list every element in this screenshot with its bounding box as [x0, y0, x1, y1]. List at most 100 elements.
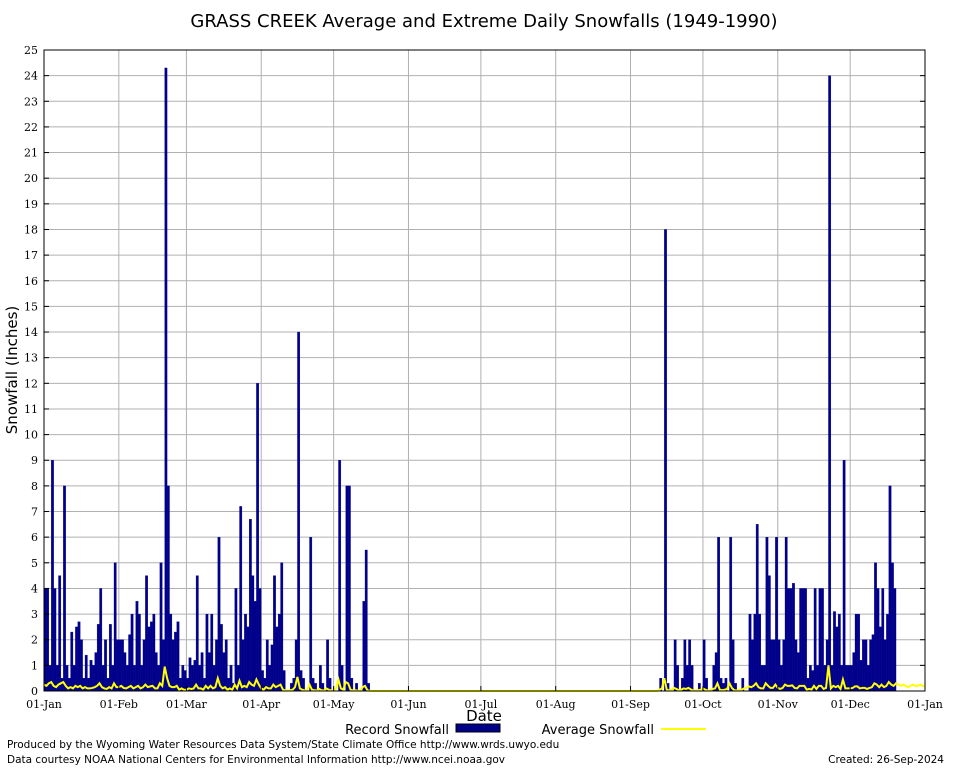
record-snowfall-bar: [181, 665, 185, 692]
y-tick-label: 23: [24, 95, 38, 108]
record-snowfall-bar: [775, 537, 778, 692]
x-tick-label: 01-Jun: [390, 698, 426, 711]
record-snowfall-bar: [787, 588, 790, 692]
record-snowfall-bar: [145, 575, 148, 692]
record-snowfall-bar: [176, 621, 180, 692]
record-snowfall-bar: [881, 588, 885, 692]
record-snowfall-bar: [253, 601, 257, 692]
y-tick-label: 22: [24, 121, 38, 134]
record-snowfall-bar: [893, 588, 897, 692]
record-snowfall-bar: [63, 485, 66, 692]
record-snowfall-bar: [731, 639, 735, 692]
record-snowfall-bar: [244, 613, 247, 692]
record-snowfall-bar: [782, 639, 786, 692]
record-snowfall-bar: [251, 575, 255, 692]
record-snowfall-bar: [121, 639, 124, 692]
legend-swatch-record: [455, 723, 501, 733]
record-snowfall-bar: [852, 652, 856, 692]
record-snowfall-bar: [220, 624, 223, 692]
plot-frame: [43, 49, 926, 692]
y-tick-label: 12: [24, 377, 38, 390]
x-tick-label: 01-Oct: [684, 698, 722, 711]
record-snowfall-bar: [89, 660, 93, 692]
record-snowfall-bar: [241, 639, 245, 692]
record-snowfall-bar: [755, 524, 759, 692]
record-snowfall-bar: [249, 519, 252, 692]
x-tick-label: 01-Jan: [907, 698, 943, 711]
record-snowfall-bar: [770, 639, 774, 692]
record-snowfall-bar: [777, 639, 781, 692]
y-tick-label: 16: [24, 275, 38, 288]
record-snowfall-bar: [164, 67, 168, 692]
y-tick-label: 11: [24, 403, 38, 416]
record-snowfall-bar: [147, 626, 151, 692]
y-tick-label: 4: [31, 582, 38, 595]
record-snowfall-bar: [174, 631, 177, 692]
x-tick-label: 01-Jul: [465, 698, 498, 711]
y-tick-label: 24: [24, 70, 38, 83]
record-snowfall-bar: [159, 562, 163, 692]
record-snowfall-bar: [309, 537, 313, 692]
record-snowfall-bar: [210, 613, 214, 692]
record-snowfall-bar: [205, 613, 209, 692]
record-snowfall-bar: [195, 575, 199, 692]
record-snowfall-bar: [364, 549, 368, 692]
grid-lines: [44, 50, 925, 691]
y-tick-label: 1: [31, 659, 38, 672]
record-snowfall-bar: [229, 665, 233, 692]
record-snowfall-bar: [765, 537, 769, 692]
record-snowfall-bar: [188, 657, 192, 692]
record-snowfall-bar: [842, 460, 846, 692]
record-snowfall-bar: [109, 624, 112, 692]
record-snowfall-bar: [673, 639, 677, 692]
record-snowfall-bar: [729, 537, 733, 692]
record-snowfall-bar: [150, 621, 153, 692]
record-snowfall-bar: [48, 665, 52, 692]
record-snowfall-bar: [152, 613, 156, 692]
y-tick-label: 6: [31, 531, 38, 544]
x-tick-label: 01-Feb: [100, 698, 138, 711]
record-snowfall-bar: [883, 639, 887, 692]
record-snowfall-bar: [888, 485, 892, 692]
record-snowfall-bar: [217, 537, 221, 692]
record-snowfall-bar: [837, 613, 841, 692]
record-snowfall-bar: [297, 331, 301, 692]
y-axis-label: Snowfall (Inches): [3, 306, 21, 434]
record-snowfall-bar: [58, 575, 62, 692]
y-tick-label: 10: [24, 429, 38, 442]
x-tick-label: 01-Nov: [758, 698, 799, 711]
x-tick-label: 01-Mar: [166, 698, 208, 711]
record-snowfall-bar: [265, 639, 269, 692]
x-tick-label: 01-Jan: [26, 698, 62, 711]
average-snowfall-polyline: [43, 665, 925, 692]
record-snowfall-bar: [801, 588, 805, 692]
record-snowfall-bar: [857, 613, 860, 692]
record-snowfall-bar: [171, 639, 175, 692]
y-tick-label: 13: [24, 352, 38, 365]
record-snowfall-bar: [154, 652, 158, 692]
y-tick-label: 25: [24, 44, 38, 57]
record-snowfall-bar: [792, 583, 795, 692]
record-snowfall-bar: [273, 575, 276, 692]
record-snowfall-bar: [758, 613, 762, 692]
record-snowfall-bar: [869, 639, 873, 692]
record-snowfall-bar: [828, 75, 832, 692]
record-snowfall-bar: [80, 639, 83, 692]
y-tick-label: 15: [24, 300, 38, 313]
record-snowfall-bar: [808, 665, 812, 692]
x-tick-label: 01-Apr: [242, 698, 281, 711]
record-snowfall-bar: [137, 613, 141, 692]
record-snowfall-bar: [135, 601, 139, 692]
record-snowfall-bar: [75, 626, 78, 692]
x-tick-label: 01-Sep: [611, 698, 650, 711]
record-snowfall-bar: [280, 562, 284, 692]
y-tick-label: 9: [31, 454, 38, 467]
record-snowfall-bar: [767, 575, 771, 692]
record-snowfall-bar: [338, 460, 342, 692]
y-tick-label: 5: [31, 557, 38, 570]
record-snowfall-bar: [753, 613, 757, 692]
y-axis-ticks: 0123456789101112131415161718192021222324…: [24, 44, 925, 698]
record-snowfall-bar: [275, 626, 279, 692]
record-snowfall-bar: [683, 639, 687, 692]
